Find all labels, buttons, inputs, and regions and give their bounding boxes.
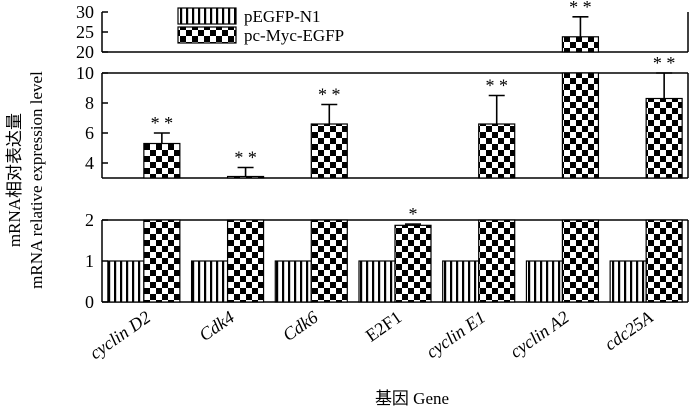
x-tick-label: cdc25A [601,306,658,354]
y-tick-label: 20 [76,42,94,62]
significance-label: * * [318,85,341,105]
y-tick-label: 1 [85,251,94,271]
legend: pEGFP-N1 pc-Myc-EGFP [177,7,344,45]
bar-pcmyc [226,219,265,303]
bar-pcmyc [143,142,181,179]
y-axis-title-line1: mRNA相对表达量 [5,113,24,247]
bar-pcmyc [478,219,516,303]
legend-label-pegfp: pEGFP-N1 [244,7,321,26]
bar-pegfp [358,260,396,303]
bar-pegfp [442,260,480,303]
y-tick-label: 0 [85,292,94,312]
y-tick-label: 8 [85,93,94,113]
significance-label: * * [569,0,592,17]
significance-label: * * [485,76,508,96]
x-tick-label: E2F1 [362,307,405,346]
bar-pcmyc [310,123,348,179]
x-tick-label: Cdk4 [195,307,238,345]
x-axis-title: 基因 Gene [375,389,449,408]
x-tick-label: cyclin E1 [422,307,489,362]
x-tick-label: cyclin D2 [86,307,154,363]
y-tick-label: 2 [85,210,94,230]
bar-pcmyc [394,224,432,303]
bar-pegfp [274,260,312,303]
bar-pegfp [609,260,647,303]
legend-swatch-pcmyc [177,26,237,44]
bar-pcmyc [561,219,600,303]
bar-pcmyc [561,36,600,53]
bar-pcmyc [478,123,516,179]
y-tick-label: 30 [76,2,94,22]
x-tick-label: cyclin A2 [506,307,572,362]
y-tick-label: 4 [85,153,94,173]
bar-pegfp [525,260,564,303]
x-tick-label: Cdk6 [279,307,322,345]
y-axis-title-line2: mRNA relative expression level [27,71,46,289]
bar-pcmyc [561,72,600,179]
significance-label: * * [653,53,676,73]
legend-label-pcmyc: pc-Myc-EGFP [244,26,344,45]
significance-label: * * [234,148,257,168]
bar-pegfp [190,260,229,303]
bar-pegfp [107,260,145,303]
bar-pcmyc [143,219,181,303]
y-tick-label: 6 [85,123,94,143]
legend-swatch-pegfp [177,7,237,25]
bar-pcmyc [645,97,683,179]
significance-label: * * [151,113,174,133]
bar-pcmyc [310,219,348,303]
y-tick-label: 10 [76,63,94,83]
significance-label: * [409,204,418,224]
bar-pcmyc [645,219,683,303]
y-tick-label: 25 [76,22,94,42]
bar-pcmyc [226,175,265,179]
